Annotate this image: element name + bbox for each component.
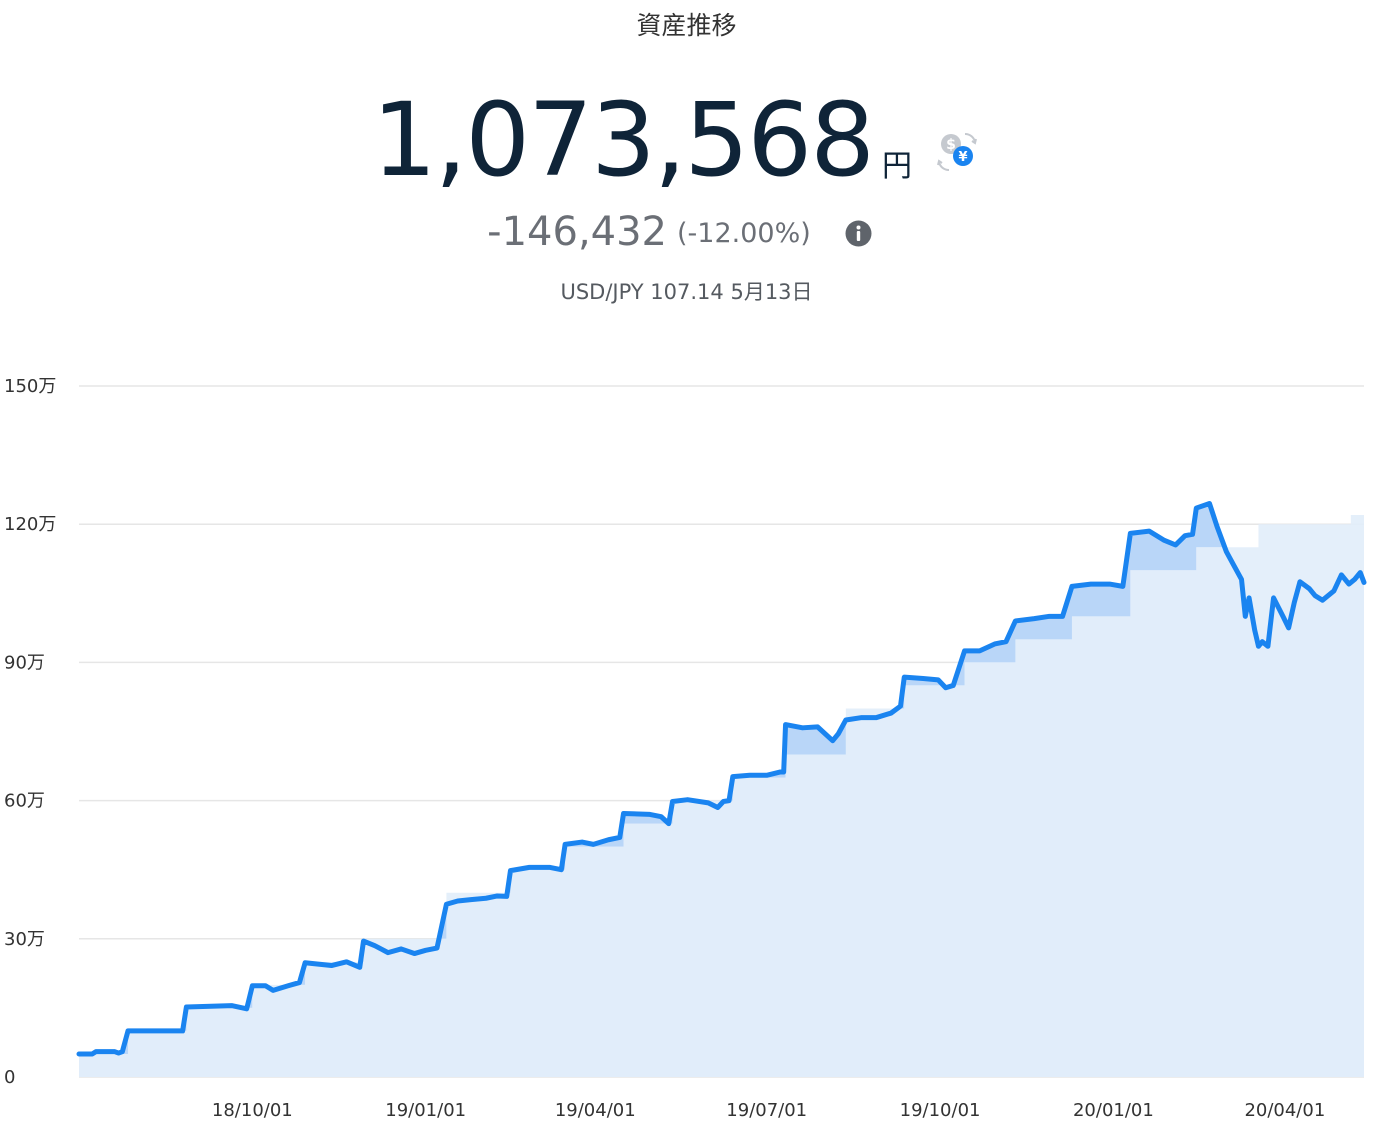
- x-axis-labels: 18/10/01 19/01/01 19/04/01 19/07/01 19/10/01…: [212, 1100, 1325, 1121]
- x-tick-label: 19/07/01: [726, 1100, 807, 1121]
- change-row: -146,432 (-12.00%): [0, 206, 1373, 258]
- chart-lines: [76, 500, 1367, 1057]
- svg-text:$: $: [946, 137, 956, 153]
- asset-line: [76, 500, 1367, 1057]
- x-tick-label: 19/04/01: [555, 1100, 636, 1121]
- y-tick-label: 120万: [4, 514, 56, 535]
- y-tick-label: 90万: [4, 652, 45, 673]
- y-axis-labels: 0 30万 60万 90万 120万 150万: [4, 376, 56, 1088]
- chart-title: 資産推移: [636, 11, 737, 40]
- x-tick-label: 20/04/01: [1244, 1100, 1325, 1121]
- info-icon[interactable]: [845, 220, 872, 247]
- chart-areas: [79, 503, 1364, 1078]
- x-tick-label: 20/01/01: [1073, 1100, 1154, 1121]
- svg-text:¥: ¥: [958, 150, 967, 165]
- fx-rate: USD/JPY 107.14 5月13日: [560, 280, 813, 304]
- change-amount: -146,432: [487, 209, 667, 255]
- y-tick-label: 0: [4, 1067, 15, 1088]
- total-value: 1,073,568: [371, 81, 875, 200]
- total-value-row: 1,073,568 円 $ ¥: [0, 86, 1373, 196]
- y-tick-label: 60万: [4, 791, 45, 812]
- change-percent: (-12.00%): [677, 218, 811, 249]
- asset-chart: 0 30万 60万 90万 120万 150万 18/10/01 19/01/01 19/04…: [4, 376, 1367, 1121]
- currency-switch-icon[interactable]: $ ¥: [935, 130, 979, 174]
- y-tick-label: 150万: [4, 376, 56, 397]
- principal-area: [79, 514, 1364, 1077]
- x-tick-label: 18/10/01: [212, 1100, 293, 1121]
- x-tick-label: 19/10/01: [900, 1100, 981, 1121]
- x-tick-label: 19/01/01: [385, 1100, 466, 1121]
- currency-unit: 円: [882, 149, 912, 184]
- y-tick-label: 30万: [4, 929, 45, 950]
